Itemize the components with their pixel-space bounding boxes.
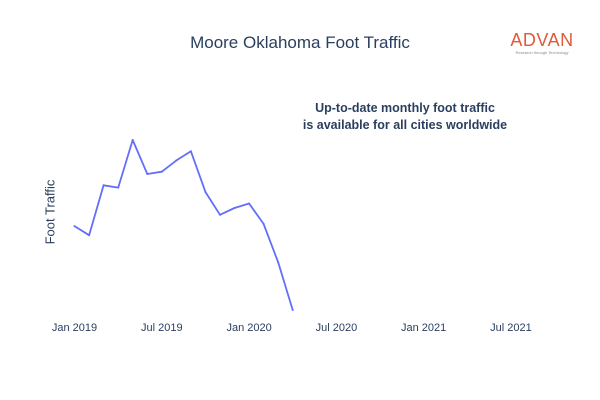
data-point: [219, 213, 221, 216]
data-point: [102, 184, 105, 187]
data-point: [88, 234, 91, 237]
x-tick-label: Jul 2021: [490, 322, 532, 334]
annotation-line-1: Up-to-date monthly foot traffic: [315, 101, 495, 115]
data-point: [233, 207, 236, 209]
data-point: [291, 309, 294, 311]
data-point: [204, 191, 207, 194]
data-point: [131, 139, 134, 141]
data-point: [175, 159, 178, 162]
data-point: [160, 170, 163, 173]
logo-tagline: Research through Technology: [515, 50, 569, 55]
series-line: [74, 139, 294, 311]
series-layer: [73, 139, 294, 311]
chart-title: Moore Oklahoma Foot Traffic: [190, 33, 410, 52]
data-point: [73, 225, 76, 228]
x-tick-label: Jan 2020: [226, 322, 271, 334]
data-point: [117, 186, 120, 189]
x-axis-ticks: Jan 2019 Jul 2019 Jan 2020 Jul 2020 Jan 2021…: [52, 322, 532, 334]
data-point: [277, 261, 280, 264]
logo-wordmark: ADVAN: [510, 30, 574, 50]
x-tick-label: Jan 2021: [401, 322, 446, 334]
data-point: [248, 202, 251, 205]
x-tick-label: Jul 2019: [141, 322, 183, 334]
x-tick-label: Jan 2019: [52, 322, 97, 334]
chart-annotation: Up-to-date monthly foot traffic is avail…: [255, 100, 555, 134]
data-point: [262, 222, 265, 225]
advan-logo: ADVAN Research through Technology: [502, 30, 582, 55]
annotation-line-2: is available for all cities worldwide: [302, 118, 508, 132]
data-point: [146, 173, 149, 175]
x-tick-label: Jul 2020: [316, 322, 358, 334]
data-point: [189, 150, 192, 153]
